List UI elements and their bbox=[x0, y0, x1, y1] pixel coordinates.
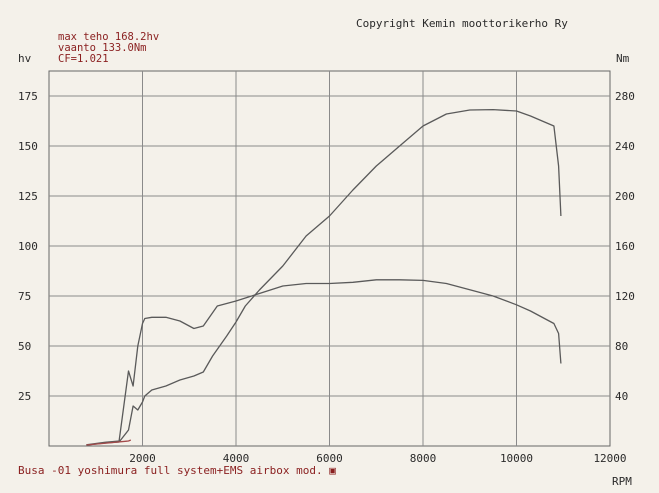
x-tick-label: 10000 bbox=[500, 452, 533, 465]
run-caption: Busa -01 yoshimura full system+EMS airbo… bbox=[18, 464, 336, 477]
left-tick-label: 125 bbox=[18, 190, 38, 203]
right-tick-label: 280 bbox=[615, 90, 635, 103]
right-tick-labels: 40 80 120 160 200 240 280 bbox=[615, 90, 635, 403]
run-caption-text: Busa -01 yoshimura full system+EMS airbo… bbox=[18, 464, 323, 477]
max-torque-text: vaanto 133.0Nm bbox=[58, 42, 147, 54]
caption-mark-icon: ▣ bbox=[329, 464, 336, 477]
x-tick-label: 12000 bbox=[593, 452, 626, 465]
right-axis-label: Nm bbox=[616, 52, 630, 65]
left-tick-label: 75 bbox=[18, 290, 31, 303]
x-tick-label: 6000 bbox=[316, 452, 343, 465]
x-tick-label: 4000 bbox=[223, 452, 250, 465]
series-line-1 bbox=[86, 108, 562, 446]
left-tick-label: 150 bbox=[18, 140, 38, 153]
left-axis-label: hv bbox=[18, 52, 32, 65]
left-tick-label: 25 bbox=[18, 390, 31, 403]
right-tick-label: 40 bbox=[615, 390, 628, 403]
grid-lines bbox=[49, 71, 610, 446]
left-tick-labels: 25 50 75 100 125 150 175 bbox=[18, 90, 38, 403]
copyright-text: Copyright Kemin moottorikerho Ry bbox=[356, 17, 568, 30]
correction-factor-text: CF=1.021 bbox=[58, 53, 109, 65]
x-tick-label: 8000 bbox=[410, 452, 437, 465]
x-tick-label: 2000 bbox=[129, 452, 156, 465]
series-line-2 bbox=[86, 279, 562, 446]
max-power-text: max teho 168.2hv bbox=[58, 31, 159, 43]
right-tick-label: 160 bbox=[615, 240, 635, 253]
x-tick-labels: 2000 4000 6000 8000 10000 12000 bbox=[129, 452, 626, 465]
left-tick-label: 175 bbox=[18, 90, 38, 103]
right-tick-label: 80 bbox=[615, 340, 628, 353]
right-tick-label: 240 bbox=[615, 140, 635, 153]
series-line-3 bbox=[86, 439, 132, 446]
left-tick-label: 100 bbox=[18, 240, 38, 253]
series-lines bbox=[86, 108, 562, 446]
right-tick-label: 200 bbox=[615, 190, 635, 203]
x-axis-label: RPM bbox=[612, 475, 632, 488]
left-tick-label: 50 bbox=[18, 340, 31, 353]
right-tick-label: 120 bbox=[615, 290, 635, 303]
